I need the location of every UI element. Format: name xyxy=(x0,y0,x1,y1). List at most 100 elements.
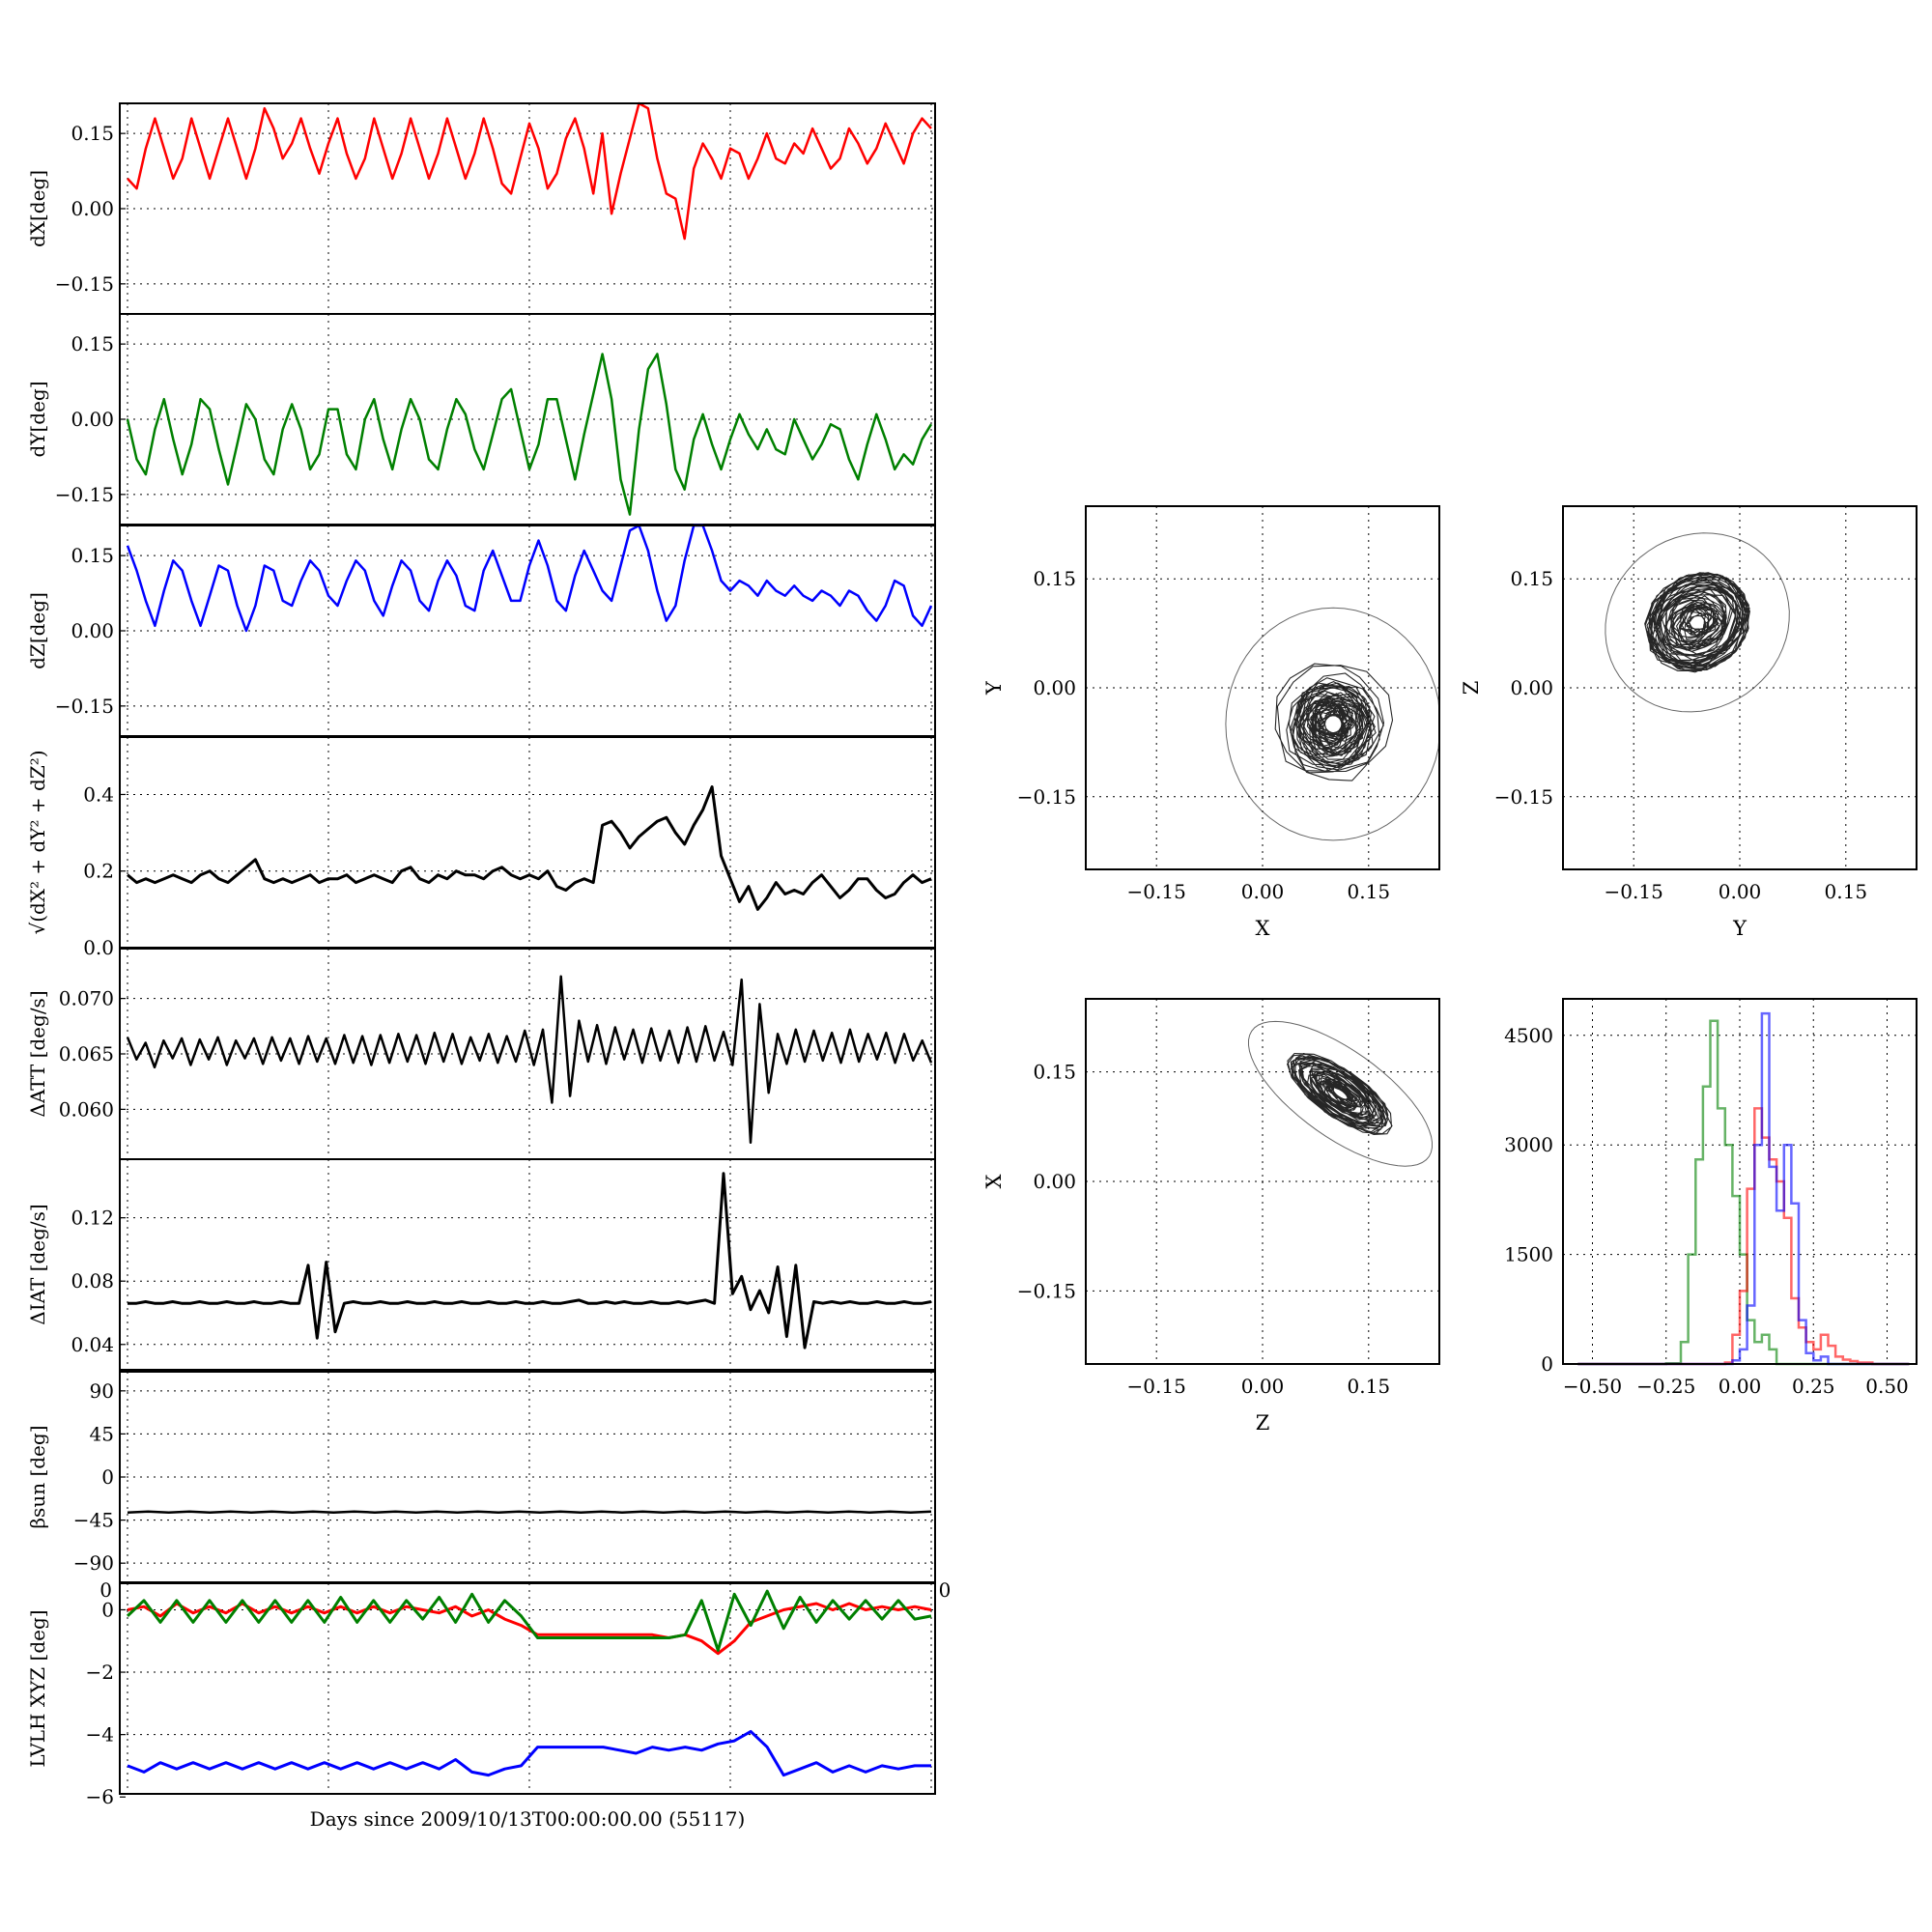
y-tick-label: −2 xyxy=(86,1661,114,1684)
y-axis-label: X xyxy=(982,1174,1006,1188)
y-tick-label: 1500 xyxy=(1504,1243,1553,1266)
y-tick-label: 0 xyxy=(1541,1352,1553,1376)
series-line-lvlh xyxy=(127,1602,932,1656)
y-tick-label: 0.15 xyxy=(71,332,114,355)
panel-scatter_zx: −0.15 0.00 0.15 0.15 0.00 −0.15 Z X xyxy=(982,998,1440,1435)
shared-x-axis-label: Days since 2009/10/13T00:00:00.00 (55117… xyxy=(310,1807,746,1831)
y-tick-label: 0.00 xyxy=(1033,676,1076,699)
y-tick-label: 0.00 xyxy=(1033,1170,1076,1193)
panel-frame xyxy=(119,736,936,949)
x-tick-label: 0.00 xyxy=(1241,1375,1285,1398)
x-tick-label: 0.00 xyxy=(1241,880,1285,903)
panel-dX: 0.15 0.00 −0.15 dX[deg] xyxy=(26,101,936,315)
series-line-lvlh xyxy=(127,1729,931,1777)
series-line-diat xyxy=(128,1172,932,1350)
y-tick-label: 0.070 xyxy=(59,987,114,1010)
y-tick-label: 45 xyxy=(90,1422,114,1445)
y-tick-label: 0.15 xyxy=(71,544,114,567)
y-axis-label: ΔIAT [deg/s] xyxy=(26,1204,49,1324)
y-tick-label: 0.15 xyxy=(1510,567,1553,590)
histogram-line xyxy=(1577,1011,1910,1366)
x-tick-label: −0.50 xyxy=(1563,1375,1622,1398)
x-tick-label: 0.15 xyxy=(1825,880,1868,903)
panel-frame xyxy=(1085,998,1440,1365)
y-axis-label: ΔATT [deg/s] xyxy=(26,990,49,1117)
x-tick-label: 0.15 xyxy=(1348,880,1391,903)
y-tick-label: 3000 xyxy=(1504,1133,1553,1156)
scatter-outer-trace xyxy=(1248,1020,1433,1167)
y-tick-label: 0.15 xyxy=(1033,1061,1076,1084)
y-tick-label: 0.00 xyxy=(71,619,114,642)
x-tick-label: 0.15 xyxy=(1348,1375,1391,1398)
y-tick-label: −0.15 xyxy=(55,272,114,296)
panel-frame xyxy=(1085,505,1440,870)
panel-frame xyxy=(119,1582,936,1795)
y-tick-label: 0.065 xyxy=(59,1042,114,1065)
x-axis-label: X xyxy=(1256,917,1270,940)
y-tick-label: 0.15 xyxy=(1033,567,1076,590)
scatter-and-histogram-panels: −0.15 0.00 0.15 0.15 0.00 −0.15 X Y −0.15 0.00 0.1… xyxy=(982,505,1918,1435)
y-tick-label: 0.15 xyxy=(71,122,114,145)
x-tick-label: −0.15 xyxy=(1605,880,1663,903)
y-tick-label: 0.04 xyxy=(71,1333,114,1356)
y-tick-label: 0.4 xyxy=(83,782,114,806)
x-tick-label: 0.00 xyxy=(1719,880,1762,903)
scatter-outer-trace xyxy=(1225,607,1440,841)
x-axis-label: Z xyxy=(1256,1411,1270,1435)
y-tick-label: 0.00 xyxy=(1510,676,1553,699)
series-line-dY xyxy=(126,353,933,516)
panel-frame xyxy=(1562,998,1918,1365)
y-tick-label: 0.00 xyxy=(71,408,114,431)
x-axis-label: Y xyxy=(1732,917,1747,940)
x-tick-label: 0.25 xyxy=(1792,1375,1835,1398)
y-axis-label: dZ[deg] xyxy=(26,592,49,669)
panel-scatter_yz: −0.15 0.00 0.15 0.15 0.00 −0.15 Y Z xyxy=(1460,505,1918,940)
y-tick-label: −0.15 xyxy=(1017,785,1076,809)
panel-dY: 0.15 0.00 −0.15 dY[deg] xyxy=(26,313,936,526)
y-tick-label: 0.12 xyxy=(71,1207,114,1230)
y-tick-label: −0.15 xyxy=(1017,1279,1076,1302)
y-tick-label: −0.15 xyxy=(55,695,114,718)
panel-scatter_xy: −0.15 0.00 0.15 0.15 0.00 −0.15 X Y xyxy=(982,505,1440,940)
y-tick-label: −45 xyxy=(73,1509,114,1532)
y-tick-label: 90 xyxy=(90,1379,114,1403)
panel-mag: 0.4 0.2 0.0 √(dX² + dY² + dZ²) xyxy=(26,736,936,959)
y-axis-label: dX[deg] xyxy=(26,170,49,247)
y-tick-label: 0 xyxy=(99,1578,112,1602)
panel-datt: 0.070 0.065 0.060 ΔATT [deg/s] xyxy=(26,948,936,1160)
y-axis-label: √(dX² + dY² + dZ²) xyxy=(26,750,49,934)
series-line-lvlh xyxy=(126,1589,932,1652)
y-tick-label: 0.060 xyxy=(59,1097,114,1121)
y-tick-label: −0.15 xyxy=(55,483,114,506)
y-axis-label: dY[deg] xyxy=(26,381,49,457)
panel-frame xyxy=(1562,505,1918,870)
time-series-stack: 0.150.00−0.15dX[deg]0.150.00−0.15dY[deg]… xyxy=(26,101,951,1808)
y-tick-label: 0.08 xyxy=(71,1269,114,1293)
y-tick-label: 0 xyxy=(101,1598,114,1621)
scatter-trace xyxy=(1274,663,1394,781)
y-tick-label: 0.2 xyxy=(83,860,114,883)
scatter-outer-trace xyxy=(1605,532,1790,713)
y-tick-label: −0.15 xyxy=(1494,785,1553,809)
y-tick-label: −6 xyxy=(86,1785,114,1808)
panel-diat: 0.12 0.08 0.04 ΔIAT [deg/s] xyxy=(26,1158,936,1371)
scatter-trace xyxy=(1644,572,1750,673)
y-tick-label: 0 xyxy=(101,1465,114,1489)
series-line-beta xyxy=(127,1510,932,1514)
y-tick-label: −90 xyxy=(73,1551,114,1575)
x-tick-label: −0.15 xyxy=(1127,1375,1186,1398)
y-tick-label: 0.0 xyxy=(83,936,114,959)
x-tick-label: 0 xyxy=(939,1578,952,1602)
series-line-dZ xyxy=(126,524,933,633)
x-tick-label: −0.25 xyxy=(1636,1375,1695,1398)
panel-frame xyxy=(119,1158,936,1371)
y-axis-label: LVLH XYZ [deg] xyxy=(26,1609,49,1767)
y-axis-label: Z xyxy=(1460,681,1483,696)
scatter-trace xyxy=(1286,1052,1393,1135)
series-line-mag xyxy=(127,785,932,911)
series-line-datt xyxy=(126,975,933,1145)
panel-histogram: −0.50 −0.25 0.00 0.25 0.50 4500 3000 1500 0 xyxy=(1504,998,1918,1398)
panel-beta: 90 45 0 −45 −90 βsun [deg] xyxy=(26,1371,936,1583)
